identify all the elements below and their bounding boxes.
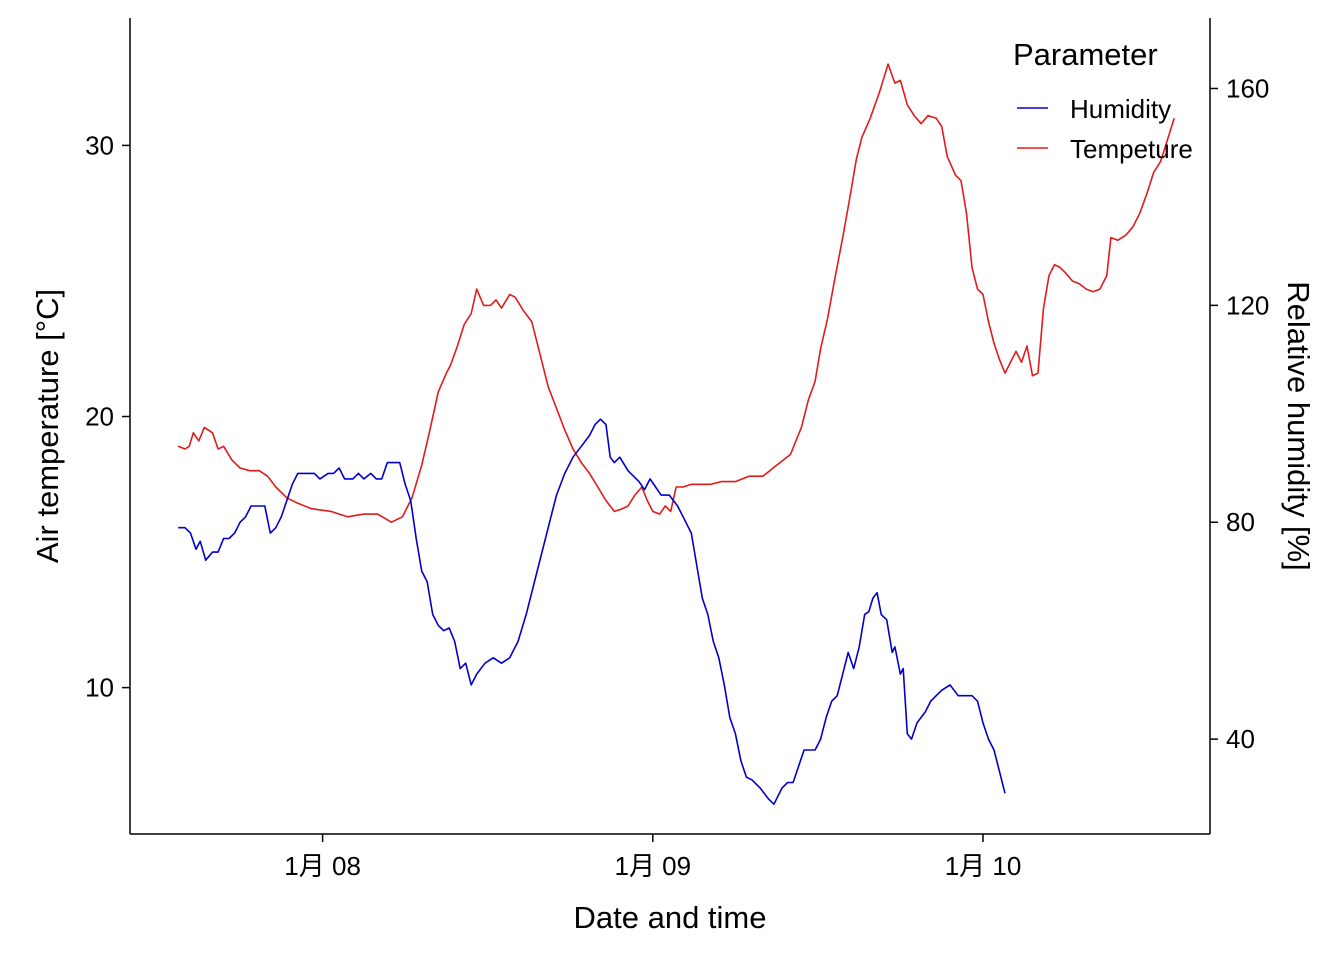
x-tick-label: 1月 10 bbox=[945, 851, 1022, 881]
right-y-axis-title: Relative humidity [%] bbox=[1281, 281, 1316, 570]
legend-title: Parameter bbox=[1013, 37, 1158, 72]
y-tick-label-left: 20 bbox=[85, 402, 114, 432]
legend-label-humidity: Humidity bbox=[1070, 94, 1171, 124]
y-tick-label-right: 160 bbox=[1226, 73, 1269, 103]
series-line-humidity bbox=[178, 418, 1006, 805]
y-tick-label-right: 80 bbox=[1226, 507, 1255, 537]
axis-ticks: 1月 08 1月 09 1月 10 10 20 30 40 80 120 160 bbox=[85, 73, 1269, 881]
x-axis-title: Date and time bbox=[574, 900, 767, 935]
y-tick-label-left: 10 bbox=[85, 673, 114, 703]
legend: Parameter Humidity Tempeture bbox=[1013, 37, 1193, 164]
y-tick-label-right: 40 bbox=[1226, 724, 1255, 754]
y-tick-label-right: 120 bbox=[1226, 290, 1269, 320]
x-tick-label: 1月 09 bbox=[614, 851, 691, 881]
x-tick-label: 1月 08 bbox=[284, 851, 361, 881]
y-tick-label-left: 30 bbox=[85, 130, 114, 160]
plot-area bbox=[177, 63, 1175, 805]
left-y-axis-title: Air temperature [°C] bbox=[30, 289, 65, 563]
legend-label-tempeture: Tempeture bbox=[1070, 134, 1193, 164]
series-line-tempeture bbox=[177, 63, 1175, 523]
